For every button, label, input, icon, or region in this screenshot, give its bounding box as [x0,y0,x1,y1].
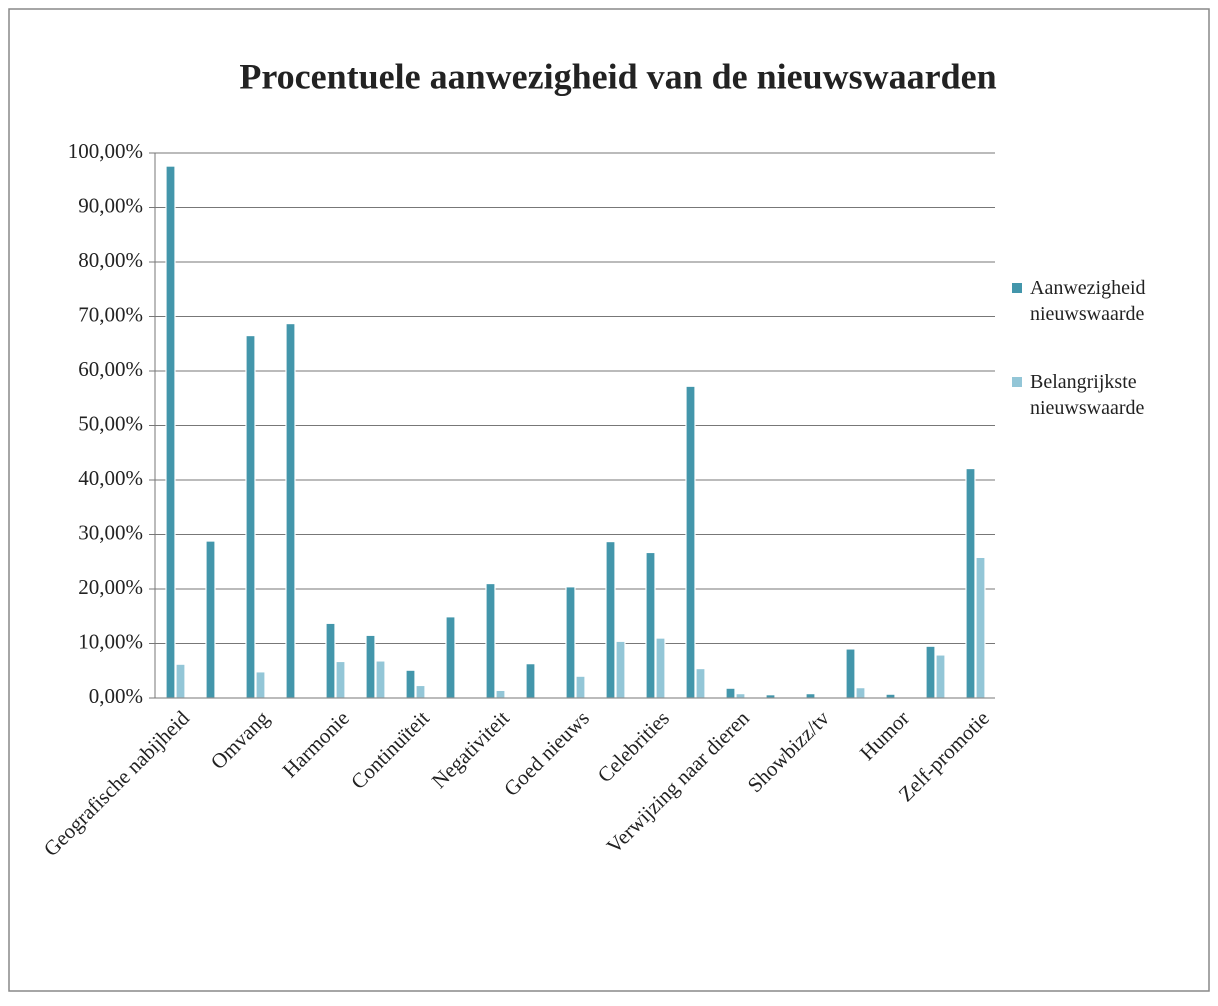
bar [485,582,496,699]
bar [335,660,346,699]
legend-label: Aanwezigheid nieuwswaarde [1030,277,1146,325]
bar [255,671,266,699]
bar [725,687,736,699]
y-tick-label: 100,00% [68,139,143,163]
bar [845,648,856,699]
bar [565,586,576,699]
y-tick-label: 60,00% [78,357,143,381]
bar [695,667,706,699]
y-tick-label: 10,00% [78,629,143,653]
bar [365,634,376,699]
bar [445,616,456,699]
y-tick-label: 70,00% [78,302,143,326]
bar [405,669,416,699]
bar [285,322,296,699]
y-tick-label: 90,00% [78,193,143,217]
y-tick-label: 20,00% [78,575,143,599]
bar [735,693,746,699]
bar [655,637,666,699]
bar [375,660,386,699]
legend-swatch [1012,283,1022,293]
bar [685,385,696,699]
y-tick-label: 30,00% [78,520,143,544]
chart-title: Procentuele aanwezigheid van de nieuwswa… [239,56,996,96]
bar [855,687,866,699]
bar [205,540,216,699]
y-tick-label: 40,00% [78,466,143,490]
bar [975,556,986,699]
bar [165,165,176,699]
bar [645,551,656,699]
y-tick-label: 50,00% [78,411,143,435]
bar [925,645,936,699]
legend-label: Belangrijkste nieuwswaarde [1030,371,1145,419]
y-tick-label: 80,00% [78,248,143,272]
bar [575,675,586,699]
bar [615,640,626,699]
legend-swatch [1012,377,1022,387]
bar [885,693,896,699]
y-tick-label: 0,00% [89,684,143,708]
bar [175,663,186,699]
bar [605,540,616,699]
bar [415,684,426,699]
bar [965,467,976,699]
bar [805,693,816,699]
bar [325,622,336,699]
bar [935,654,946,699]
bar [525,663,536,699]
chart-border [8,8,1210,992]
bar [495,689,506,699]
bar [245,334,256,699]
